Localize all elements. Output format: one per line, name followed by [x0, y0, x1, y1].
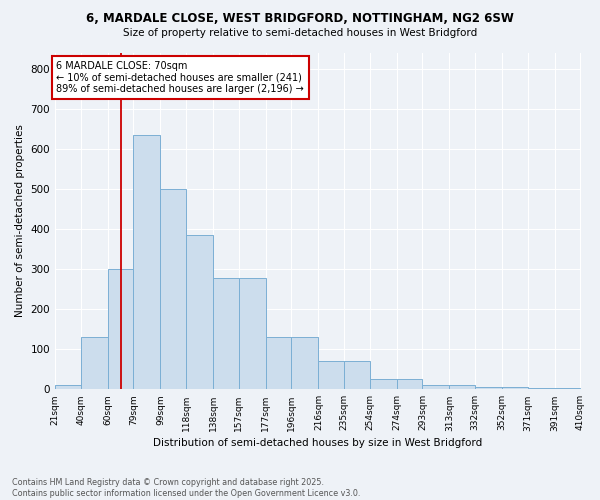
- Bar: [344, 362, 370, 390]
- Text: 6 MARDALE CLOSE: 70sqm
← 10% of semi-detached houses are smaller (241)
89% of se: 6 MARDALE CLOSE: 70sqm ← 10% of semi-det…: [56, 60, 304, 94]
- Bar: [266, 337, 292, 390]
- Bar: [213, 278, 239, 390]
- Bar: [422, 384, 449, 390]
- Bar: [502, 386, 528, 390]
- Bar: [319, 362, 344, 390]
- Bar: [108, 269, 133, 390]
- Bar: [55, 386, 81, 390]
- Bar: [449, 384, 475, 390]
- Bar: [133, 134, 160, 390]
- Y-axis label: Number of semi-detached properties: Number of semi-detached properties: [15, 124, 25, 318]
- Bar: [475, 386, 502, 390]
- Bar: [186, 235, 213, 390]
- Bar: [292, 337, 319, 390]
- Bar: [397, 380, 422, 390]
- Bar: [528, 388, 555, 390]
- Text: Size of property relative to semi-detached houses in West Bridgford: Size of property relative to semi-detach…: [123, 28, 477, 38]
- Bar: [160, 189, 186, 390]
- Bar: [555, 388, 580, 390]
- Text: 6, MARDALE CLOSE, WEST BRIDGFORD, NOTTINGHAM, NG2 6SW: 6, MARDALE CLOSE, WEST BRIDGFORD, NOTTIN…: [86, 12, 514, 26]
- Text: Contains HM Land Registry data © Crown copyright and database right 2025.
Contai: Contains HM Land Registry data © Crown c…: [12, 478, 361, 498]
- X-axis label: Distribution of semi-detached houses by size in West Bridgford: Distribution of semi-detached houses by …: [153, 438, 482, 448]
- Bar: [370, 380, 397, 390]
- Bar: [81, 337, 108, 390]
- Bar: [239, 278, 266, 390]
